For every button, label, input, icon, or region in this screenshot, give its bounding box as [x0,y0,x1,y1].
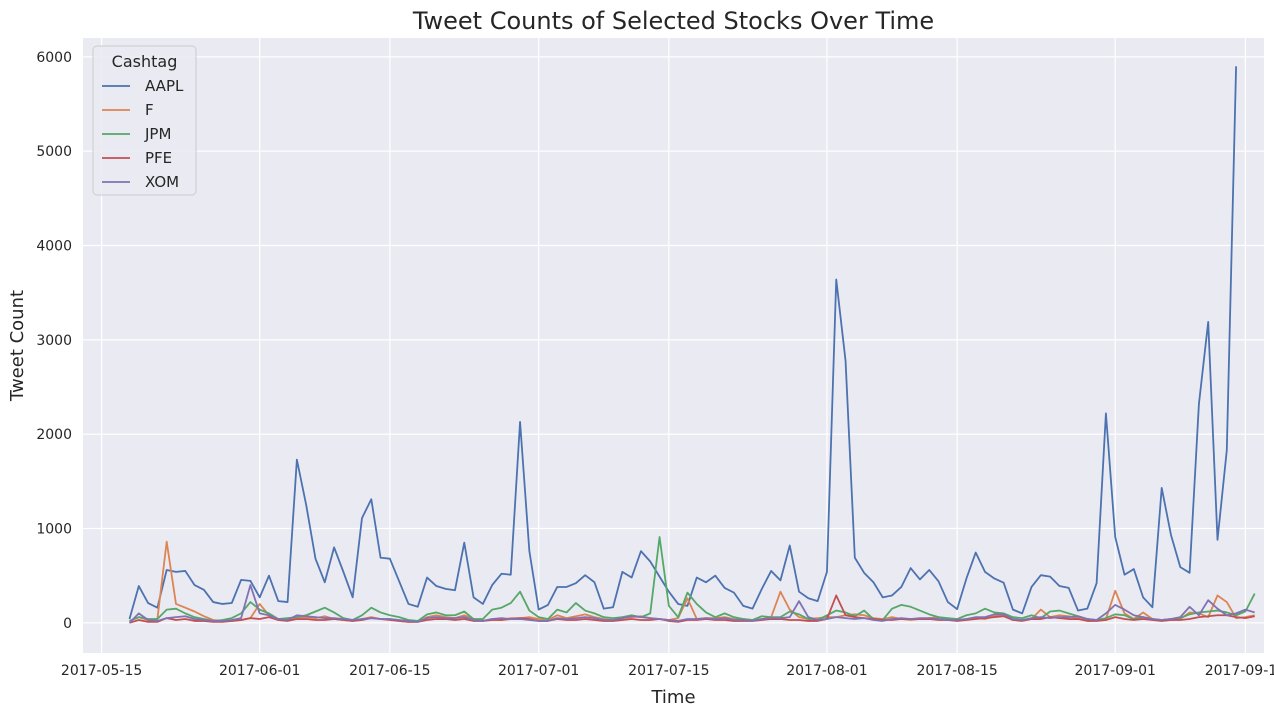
legend-label-aapl: AAPL [145,77,184,95]
legend-title: Cashtag [112,52,178,71]
y-tick-label: 1000 [36,521,72,537]
x-tick-labels: 2017-05-15 2017-06-01 2017-06-15 2017-07-01… [61,663,1274,679]
y-axis-label: Tweet Count [7,290,28,402]
y-tick-label: 4000 [36,239,72,255]
y-tick-label: 5000 [36,144,72,160]
y-tick-label: 3000 [36,333,72,349]
y-tick-label: 6000 [36,50,72,66]
y-tick-labels: 0 1000 2000 3000 4000 5000 6000 [36,50,72,632]
legend: Cashtag AAPL F JPM PFE XOM [92,45,197,196]
plot-area [83,38,1264,653]
x-tick-label: 2017-07-15 [628,663,709,679]
x-axis-label: Time [650,687,695,708]
chart-title: Tweet Counts of Selected Stocks Over Tim… [412,7,934,35]
series-line-jpm [129,536,1256,622]
grid-lines [83,38,1264,653]
legend-label-f: F [145,101,154,119]
x-tick-label: 2017-08-01 [786,663,867,679]
x-tick-label: 2017-06-15 [349,663,430,679]
x-tick-label: 2017-06-01 [219,663,300,679]
legend-label-pfe: PFE [145,149,172,167]
series-line-pfe [129,594,1255,624]
x-tick-label: 2017-09-01 [1075,663,1156,679]
x-tick-label: 2017-08-15 [916,663,997,679]
legend-items: AAPL F JPM PFE XOM [102,77,184,191]
legend-label-jpm: JPM [144,125,171,143]
x-tick-label: 2017-05-15 [61,663,142,679]
x-tick-label: 2017-07-01 [498,663,579,679]
series-lines [128,66,1256,624]
series-line-xom [128,584,1255,624]
y-tick-label: 0 [63,616,72,632]
y-tick-label: 2000 [36,427,72,443]
x-tick-label: 2017-09-15 [1205,663,1274,679]
legend-label-xom: XOM [145,173,179,191]
